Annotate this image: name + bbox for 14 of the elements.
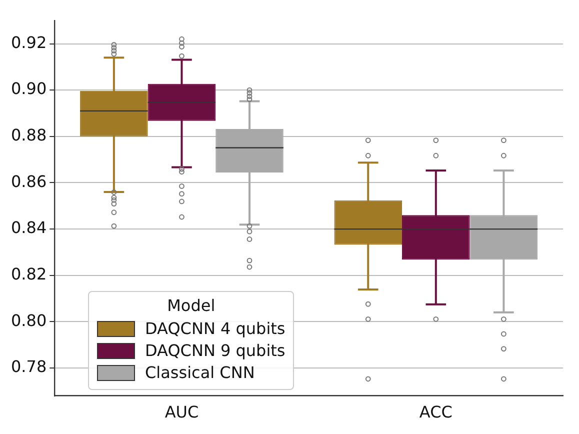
y-tick-label: 0.82 xyxy=(11,264,47,284)
y-tick-label: 0.80 xyxy=(11,310,47,330)
legend-label: Classical CNN xyxy=(145,363,255,382)
y-tick-label: 0.90 xyxy=(11,79,47,98)
y-tick-label: 0.84 xyxy=(11,218,47,238)
x-tick-label: AUC xyxy=(164,402,199,422)
y-tick-label: 0.92 xyxy=(11,32,47,52)
x-tick-label: ACC xyxy=(419,402,452,422)
y-tick-label: 0.78 xyxy=(11,357,47,376)
legend-label: DAQCNN 9 qubits xyxy=(145,341,286,360)
y-tick-label: 0.86 xyxy=(11,172,47,191)
legend-title: Model xyxy=(166,296,216,315)
y-tick-label: 0.88 xyxy=(11,126,47,145)
legend-label: DAQCNN 4 qubits xyxy=(145,319,286,338)
